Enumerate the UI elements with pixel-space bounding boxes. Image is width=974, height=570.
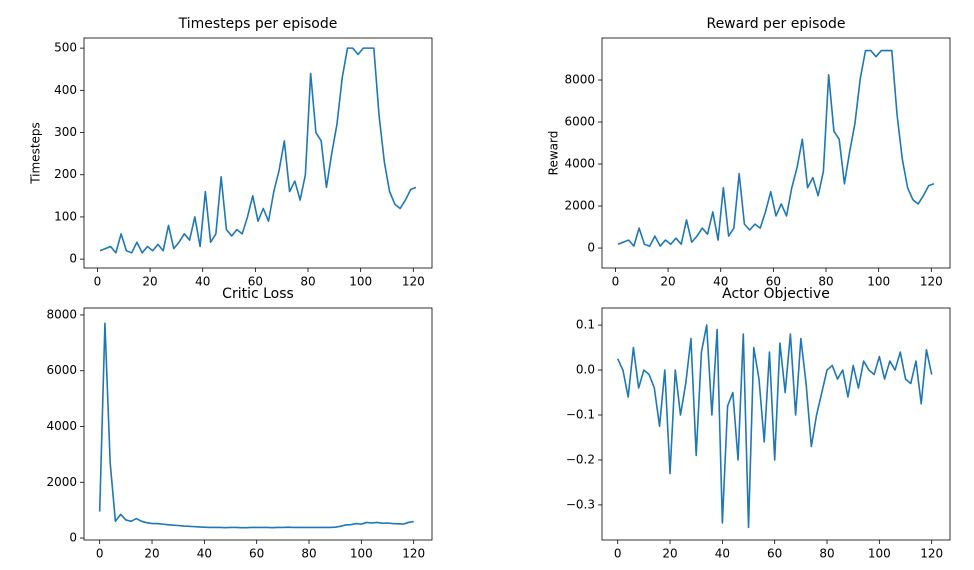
- x-tick-label: 100: [350, 547, 373, 561]
- x-tick-label: 60: [767, 547, 782, 561]
- y-tick-label: 8000: [46, 307, 77, 321]
- x-tick-label: 40: [197, 547, 212, 561]
- x-tick-label: 80: [819, 547, 834, 561]
- y-tick-label: −0.2: [566, 452, 595, 466]
- x-tick-label: 60: [766, 275, 781, 289]
- y-tick-label: 200: [54, 167, 77, 181]
- y-tick-label: 500: [54, 41, 77, 55]
- x-tick-label: 120: [920, 547, 943, 561]
- y-tick-label: 100: [54, 209, 77, 223]
- x-tick-label: 0: [96, 547, 104, 561]
- x-tick-label: 20: [662, 547, 677, 561]
- x-tick-label: 0: [94, 275, 102, 289]
- x-tick-label: 100: [349, 275, 372, 289]
- y-tick-label: 0.1: [576, 318, 595, 332]
- x-tick-label: 60: [248, 275, 263, 289]
- x-tick-label: 0: [614, 547, 622, 561]
- y-tick-label: 4000: [564, 157, 595, 171]
- data-line: [616, 324, 933, 529]
- y-tick-label: 8000: [564, 73, 595, 87]
- x-tick-label: 80: [301, 547, 316, 561]
- x-tick-label: 20: [660, 275, 675, 289]
- x-tick-label: 40: [715, 547, 730, 561]
- y-axis-label: Timesteps: [29, 122, 43, 185]
- axes-frame: [601, 307, 951, 541]
- chart-title: Critic Loss: [222, 286, 294, 302]
- y-tick-label: 6000: [46, 363, 77, 377]
- y-tick-label: 0.0: [576, 363, 595, 377]
- x-tick-label: 120: [920, 275, 943, 289]
- x-tick-label: 100: [867, 275, 890, 289]
- y-tick-label: 2000: [46, 475, 77, 489]
- y-tick-label: 6000: [564, 115, 595, 129]
- y-tick-label: 400: [54, 83, 77, 97]
- y-tick-label: −0.3: [566, 497, 595, 511]
- data-line: [98, 322, 414, 529]
- data-line: [99, 47, 417, 254]
- x-tick-label: 40: [713, 275, 728, 289]
- chart-title: Timesteps per episode: [178, 16, 338, 32]
- x-tick-label: 100: [868, 547, 891, 561]
- x-tick-label: 80: [300, 275, 315, 289]
- x-tick-label: 120: [402, 275, 425, 289]
- y-tick-label: −0.1: [566, 408, 595, 422]
- axes-frame: [83, 37, 433, 269]
- axes-frame: [83, 307, 433, 541]
- y-tick-label: 300: [54, 125, 77, 139]
- chart-title: Actor Objective: [722, 286, 830, 302]
- x-tick-label: 20: [142, 275, 157, 289]
- axes-frame: [601, 37, 951, 269]
- x-tick-label: 120: [402, 547, 425, 561]
- y-axis-label: Reward: [547, 131, 561, 176]
- x-tick-label: 0: [612, 275, 620, 289]
- y-tick-label: 2000: [564, 199, 595, 213]
- y-tick-label: 4000: [46, 419, 77, 433]
- data-line: [617, 49, 935, 247]
- chart-title: Reward per episode: [706, 16, 845, 32]
- x-tick-label: 60: [249, 547, 264, 561]
- y-tick-label: 0: [587, 241, 595, 255]
- x-tick-label: 20: [144, 547, 159, 561]
- y-tick-label: 0: [69, 252, 77, 266]
- y-tick-label: 0: [69, 531, 77, 545]
- x-tick-label: 40: [195, 275, 210, 289]
- x-tick-label: 80: [818, 275, 833, 289]
